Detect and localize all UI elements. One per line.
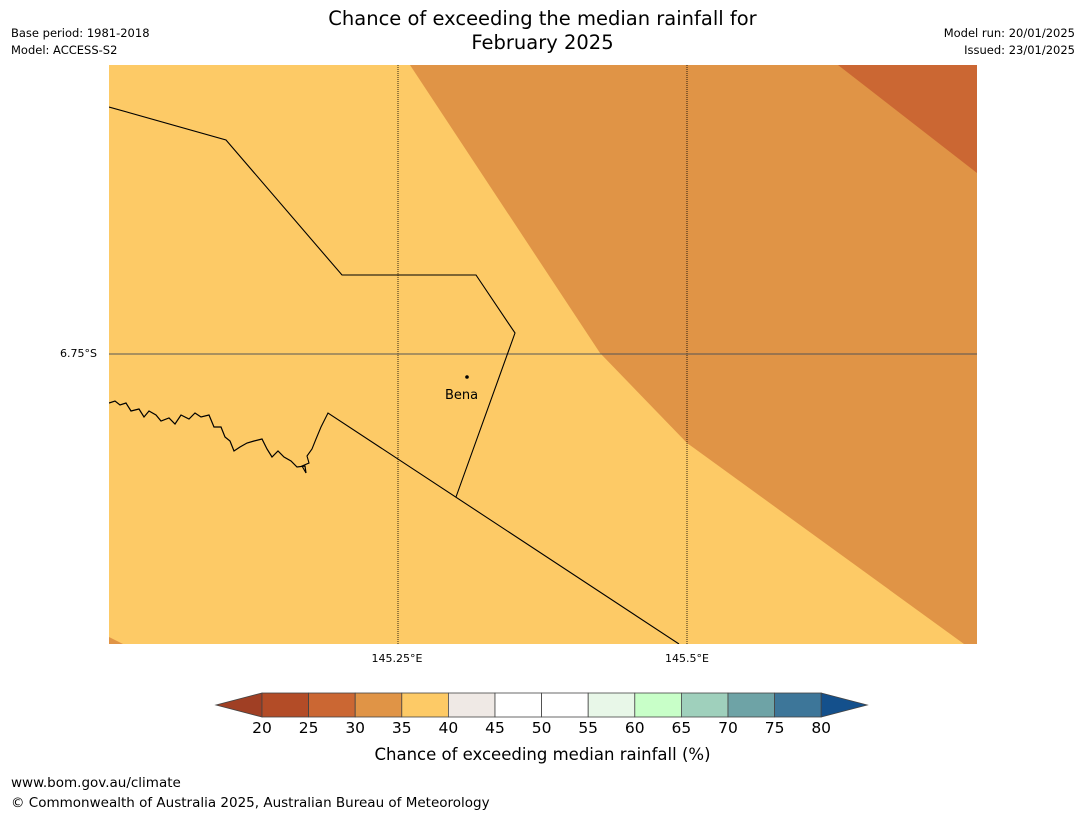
colorbar-segment <box>261 692 309 718</box>
colorbar-segment <box>447 692 496 718</box>
colorbar-segment <box>401 692 449 718</box>
colorbar-tick-label: 80 <box>811 719 832 737</box>
colorbar-segment <box>587 692 636 718</box>
colorbar-arrow-low <box>214 692 263 718</box>
zone-25-30 <box>838 65 977 173</box>
colorbar-segment <box>308 692 356 718</box>
colorbar-segment <box>774 692 822 718</box>
title-line-2: February 2025 <box>471 31 614 54</box>
colorbar-tick-label: 40 <box>438 719 459 737</box>
colorbar-segment <box>680 692 729 718</box>
colorbar-arrow-high <box>820 692 869 718</box>
colorbar-tick-label: 70 <box>718 719 738 737</box>
map-svg <box>109 65 977 644</box>
place-marker <box>465 375 469 379</box>
lon-label-145-25: 145.25°E <box>371 652 423 665</box>
meta-right: Model run: 20/01/2025 Issued: 23/01/2025 <box>944 25 1075 59</box>
colorbar-tick-label: 35 <box>391 719 412 737</box>
colorbar-segment <box>494 692 542 718</box>
lon-label-145-5: 145.5°E <box>665 652 709 665</box>
colorbar-segment <box>541 692 589 718</box>
colorbar-segment <box>634 692 682 718</box>
colorbar-tick-label: 30 <box>345 719 366 737</box>
model-run-text: Model run: 20/01/2025 <box>943 26 1075 40</box>
zone-corner-30-35 <box>109 637 123 644</box>
boundary-line <box>301 412 680 644</box>
colorbar-tick-label: 25 <box>298 719 319 737</box>
zone-30-35 <box>410 65 977 644</box>
colorbar-tick-label: 45 <box>485 719 505 737</box>
colorbar-tick-label: 60 <box>624 719 645 737</box>
footer-url[interactable]: www.bom.gov.au/climate <box>11 775 181 791</box>
place-label: Bena <box>445 388 479 403</box>
meta-left: Base period: 1981-2018 Model: ACCESS-S2 <box>11 25 150 59</box>
colorbar-label: Chance of exceeding median rainfall (%) <box>374 745 711 764</box>
base-period-text: Base period: 1981-2018 <box>11 26 150 40</box>
colorbar <box>214 692 869 718</box>
colorbar-segment <box>727 692 775 718</box>
chart-title: Chance of exceeding the median rainfall … <box>0 7 1085 55</box>
title-line-1: Chance of exceeding the median rainfall … <box>328 7 757 30</box>
lat-label: 6.75°S <box>60 347 97 360</box>
colorbar-segment <box>354 692 403 718</box>
issued-text: Issued: 23/01/2025 <box>964 43 1075 57</box>
colorbar-tick-label: 75 <box>764 719 785 737</box>
colorbar-tick-label: 20 <box>252 719 272 737</box>
colorbar-tick-label: 50 <box>531 719 552 737</box>
colorbar-tick-label: 55 <box>578 719 599 737</box>
colorbar-tick-label: 65 <box>671 719 692 737</box>
model-text: Model: ACCESS-S2 <box>11 43 118 57</box>
river-line <box>109 400 307 474</box>
footer-copyright: © Commonwealth of Australia 2025, Austra… <box>11 795 490 811</box>
map-area[interactable]: Bena <box>109 65 977 644</box>
boundary-line <box>109 106 516 498</box>
